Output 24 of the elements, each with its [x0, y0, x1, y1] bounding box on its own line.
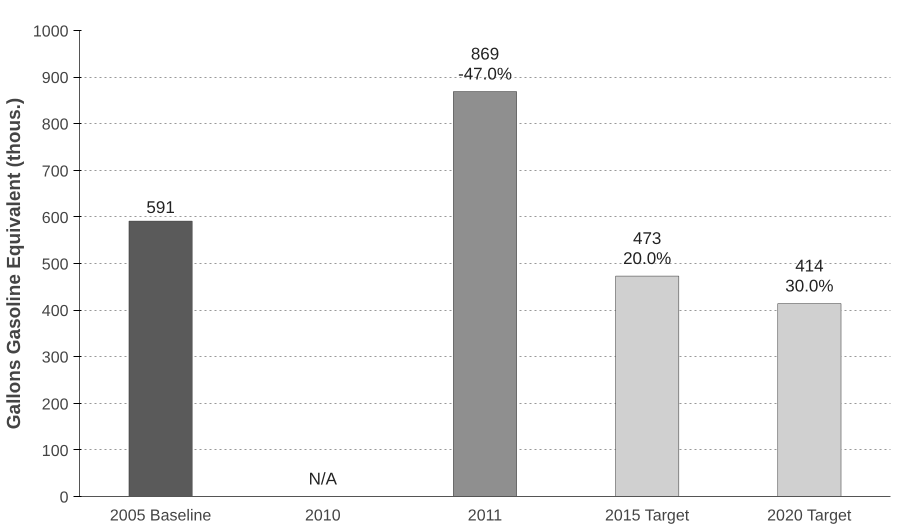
data-label: 869 -47.0% — [458, 44, 512, 84]
x-tick-label: 2010 — [305, 508, 341, 524]
bar — [615, 276, 680, 496]
x-tick-label: 2005 Baseline — [110, 508, 212, 524]
text: N/A — [308, 470, 337, 488]
y-axis-title: Gallons Gasoline Equivalent (thous.) — [4, 98, 25, 430]
y-tick-label: 100 — [42, 442, 69, 460]
data-label: 591 — [146, 198, 175, 218]
x-tick-label: 2020 Target — [767, 508, 852, 524]
y-tick-label: 700 — [42, 163, 69, 180]
y-tick-label: 500 — [42, 256, 69, 274]
y-tick-label: 200 — [42, 396, 69, 414]
y-tick-label: 600 — [42, 210, 69, 227]
y-tick-label: 1000 — [32, 24, 69, 40]
y-tick-label: 900 — [42, 70, 69, 88]
data-label: 473 20.0% — [623, 229, 672, 268]
x-tick-label: 2015 Target — [604, 508, 690, 524]
y-tick-label: 0 — [60, 490, 69, 506]
bar — [778, 303, 842, 496]
x-tick-label: 2011 — [468, 508, 502, 524]
y-tick-label: 400 — [42, 303, 69, 320]
y-tick-label: 800 — [42, 116, 69, 134]
y-tick-label: 300 — [42, 350, 69, 367]
data-label: 414 30.0% — [785, 256, 834, 296]
